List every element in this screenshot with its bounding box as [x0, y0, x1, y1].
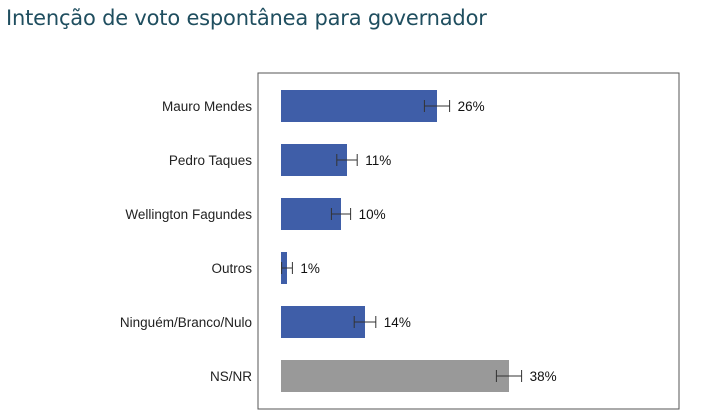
bar — [281, 306, 365, 338]
error-bar — [281, 262, 293, 274]
value-label: 1% — [300, 261, 320, 276]
error-bar — [495, 370, 523, 382]
error-bar — [336, 154, 358, 166]
bar — [281, 360, 509, 392]
value-label: 14% — [384, 315, 411, 330]
page-title: Intenção de voto espontânea para governa… — [6, 6, 487, 30]
bars-layer: Mauro Mendes 26% Pedro Taques 11% Wellington… — [120, 90, 557, 392]
category-label: Pedro Taques — [169, 153, 252, 168]
category-label: Ninguém/Branco/Nulo — [120, 315, 252, 330]
plot-area-frame — [257, 72, 680, 410]
error-bar — [423, 100, 451, 112]
value-label: 10% — [359, 207, 386, 222]
error-bar — [330, 208, 352, 220]
category-label: NS/NR — [210, 369, 252, 384]
value-label: 38% — [530, 369, 557, 384]
category-label: Wellington Fagundes — [125, 207, 252, 222]
category-label: Mauro Mendes — [162, 99, 252, 114]
value-label: 11% — [365, 153, 391, 168]
value-label: 26% — [458, 99, 485, 114]
bar — [281, 90, 437, 122]
category-label: Outros — [211, 261, 252, 276]
error-bar — [353, 316, 377, 328]
bar — [281, 144, 347, 176]
